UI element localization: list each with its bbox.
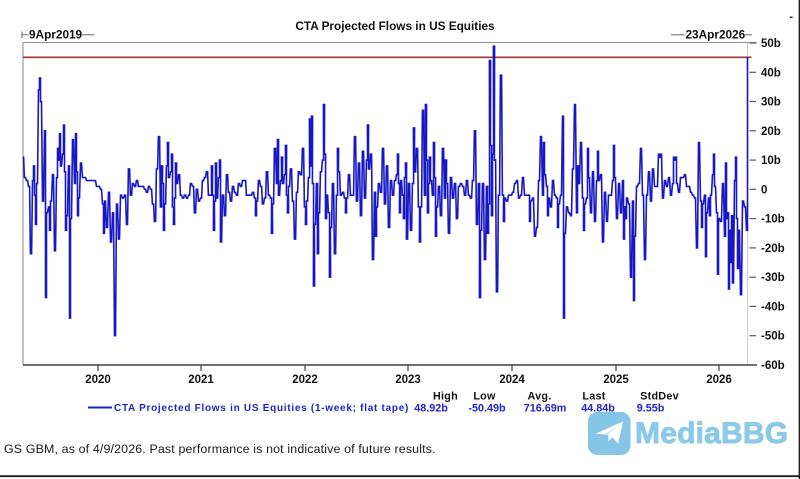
svg-text:48.92b: 48.92b <box>414 403 448 415</box>
svg-text:CTA Projected Flows in US Equi: CTA Projected Flows in US Equities (1-we… <box>114 403 409 414</box>
svg-text:0: 0 <box>761 184 767 196</box>
svg-text:-60b: -60b <box>761 360 785 372</box>
svg-text:MediaBBG: MediaBBG <box>635 417 788 450</box>
svg-text:-50b: -50b <box>761 331 785 343</box>
svg-text:2022: 2022 <box>292 374 318 386</box>
svg-text:StdDev: StdDev <box>640 391 679 403</box>
svg-text:-50.49b: -50.49b <box>468 403 506 415</box>
svg-text:-40b: -40b <box>761 301 785 313</box>
svg-text:2023: 2023 <box>395 374 421 386</box>
svg-text:-30b: -30b <box>761 272 785 284</box>
svg-text:Avg.: Avg. <box>528 391 552 403</box>
svg-text:Last: Last <box>582 391 605 403</box>
svg-text:40b: 40b <box>761 67 781 79</box>
svg-text:9.55b: 9.55b <box>637 403 665 415</box>
svg-text:30b: 30b <box>761 97 781 109</box>
svg-text:GS GBM, as of 4/9/2026. Past p: GS GBM, as of 4/9/2026. Past performance… <box>4 442 436 456</box>
svg-text:20b: 20b <box>761 126 781 138</box>
svg-text:-10b: -10b <box>761 214 785 226</box>
svg-text:2020: 2020 <box>85 374 111 386</box>
svg-text:50b: 50b <box>761 38 781 50</box>
svg-text:23Apr2026: 23Apr2026 <box>686 28 746 42</box>
svg-text:2026: 2026 <box>706 374 732 386</box>
svg-text:44.84b: 44.84b <box>581 403 615 415</box>
svg-text:2024: 2024 <box>499 374 525 386</box>
svg-text:High: High <box>433 391 458 403</box>
svg-text:-20b: -20b <box>761 243 785 255</box>
svg-text:Low: Low <box>473 391 496 403</box>
svg-text:716.69m: 716.69m <box>524 403 567 415</box>
svg-text:9Apr2019: 9Apr2019 <box>29 28 83 42</box>
svg-text:2021: 2021 <box>188 374 214 386</box>
svg-text:2025: 2025 <box>603 374 629 386</box>
svg-text:CTA Projected Flows in US Equi: CTA Projected Flows in US Equities <box>295 19 495 33</box>
svg-text:10b: 10b <box>761 155 781 167</box>
